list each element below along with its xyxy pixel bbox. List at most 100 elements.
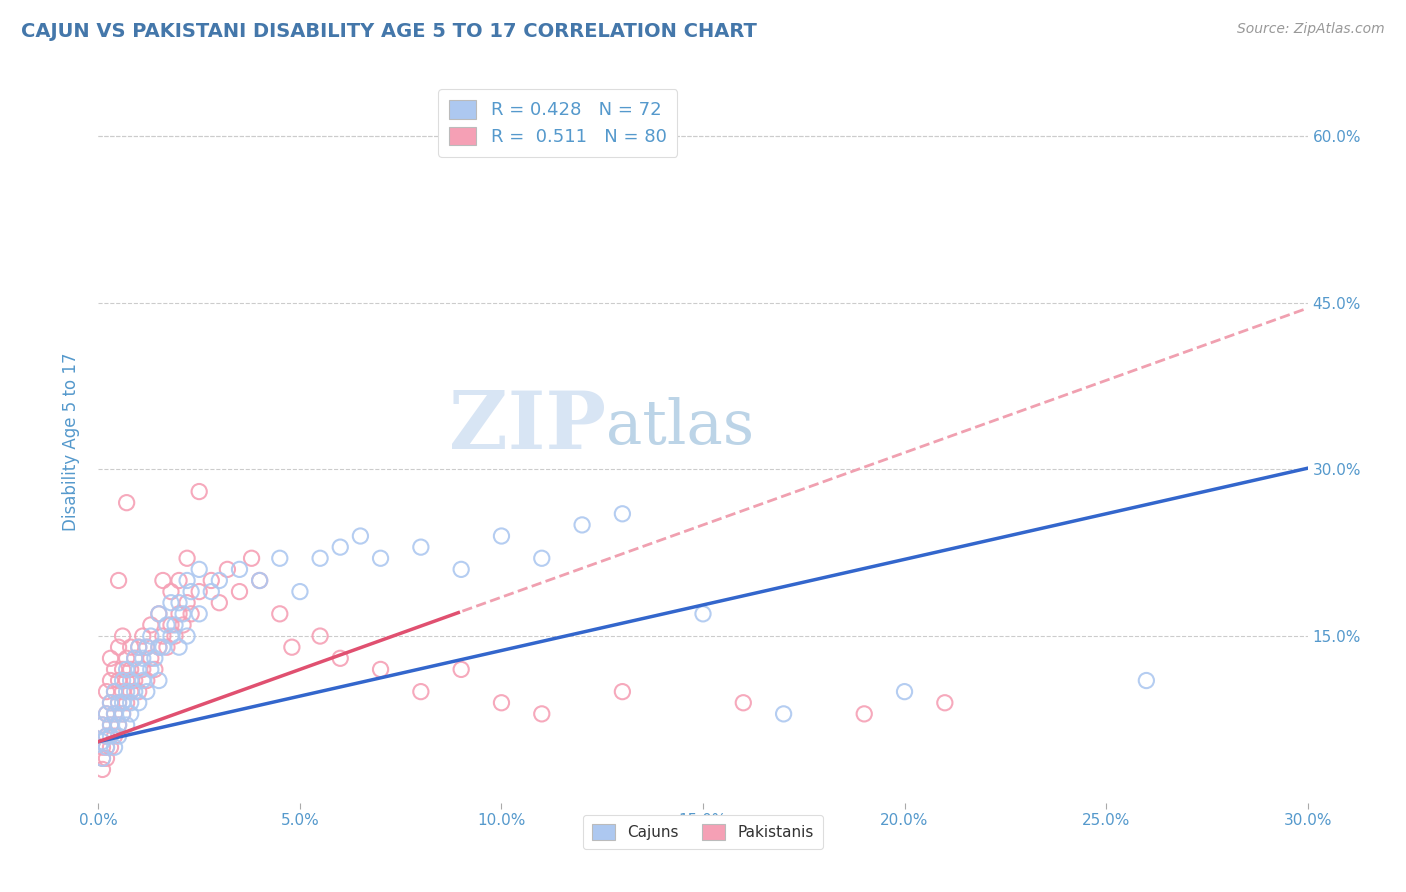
Point	[160, 618, 183, 632]
Point	[249, 574, 271, 588]
Point	[100, 729, 122, 743]
Point	[152, 640, 174, 655]
Point	[148, 640, 170, 655]
Point	[100, 651, 122, 665]
Point	[409, 540, 432, 554]
Point	[100, 718, 122, 732]
Point	[156, 640, 179, 655]
Point	[91, 718, 114, 732]
Point	[103, 684, 125, 698]
Point	[208, 596, 231, 610]
Point	[228, 562, 250, 576]
Point	[120, 684, 142, 698]
Point	[107, 574, 129, 588]
Point	[103, 740, 125, 755]
Point	[409, 684, 432, 698]
Point	[107, 696, 129, 710]
Point	[167, 640, 190, 655]
Point	[530, 706, 553, 721]
Point	[180, 584, 202, 599]
Point	[111, 706, 134, 721]
Point	[281, 640, 304, 655]
Point	[91, 718, 114, 732]
Point	[733, 696, 755, 710]
Point	[128, 662, 150, 676]
Point	[160, 629, 183, 643]
Point	[934, 696, 956, 710]
Point	[96, 706, 118, 721]
Point	[853, 706, 876, 721]
Point	[135, 640, 157, 655]
Point	[176, 629, 198, 643]
Point	[135, 673, 157, 688]
Point	[128, 640, 150, 655]
Point	[96, 740, 118, 755]
Point	[107, 729, 129, 743]
Point	[96, 751, 118, 765]
Point	[160, 584, 183, 599]
Point	[120, 662, 142, 676]
Point	[163, 629, 186, 643]
Point	[91, 734, 114, 748]
Point	[772, 706, 794, 721]
Point	[176, 574, 198, 588]
Point	[530, 551, 553, 566]
Point	[128, 684, 150, 698]
Point	[309, 551, 332, 566]
Point	[132, 651, 155, 665]
Point	[111, 684, 134, 698]
Point	[132, 662, 155, 676]
Point	[128, 640, 150, 655]
Point	[163, 618, 186, 632]
Point	[124, 651, 146, 665]
Point	[269, 607, 291, 621]
Point	[100, 740, 122, 755]
Point	[148, 640, 170, 655]
Point	[349, 529, 371, 543]
Point	[167, 574, 190, 588]
Point	[124, 684, 146, 698]
Point	[139, 651, 162, 665]
Point	[240, 551, 263, 566]
Point	[107, 718, 129, 732]
Point	[96, 706, 118, 721]
Point	[111, 706, 134, 721]
Point	[111, 696, 134, 710]
Point	[176, 551, 198, 566]
Point	[139, 662, 162, 676]
Point	[176, 596, 198, 610]
Y-axis label: Disability Age 5 to 17: Disability Age 5 to 17	[62, 352, 80, 531]
Point	[143, 662, 166, 676]
Point	[893, 684, 915, 698]
Point	[115, 662, 138, 676]
Point	[217, 562, 239, 576]
Text: ZIP: ZIP	[450, 388, 606, 467]
Point	[91, 751, 114, 765]
Point	[288, 584, 311, 599]
Point	[172, 607, 194, 621]
Point	[128, 696, 150, 710]
Text: Source: ZipAtlas.com: Source: ZipAtlas.com	[1237, 22, 1385, 37]
Point	[115, 651, 138, 665]
Point	[107, 673, 129, 688]
Point	[148, 607, 170, 621]
Point	[103, 684, 125, 698]
Point	[269, 551, 291, 566]
Point	[124, 651, 146, 665]
Point	[612, 684, 634, 698]
Point	[111, 673, 134, 688]
Point	[156, 618, 179, 632]
Point	[96, 729, 118, 743]
Point	[103, 706, 125, 721]
Point	[152, 629, 174, 643]
Point	[120, 673, 142, 688]
Point	[115, 696, 138, 710]
Point	[329, 651, 352, 665]
Point	[100, 673, 122, 688]
Point	[91, 763, 114, 777]
Point	[692, 607, 714, 621]
Point	[188, 584, 211, 599]
Point	[143, 651, 166, 665]
Point	[103, 662, 125, 676]
Point	[200, 574, 222, 588]
